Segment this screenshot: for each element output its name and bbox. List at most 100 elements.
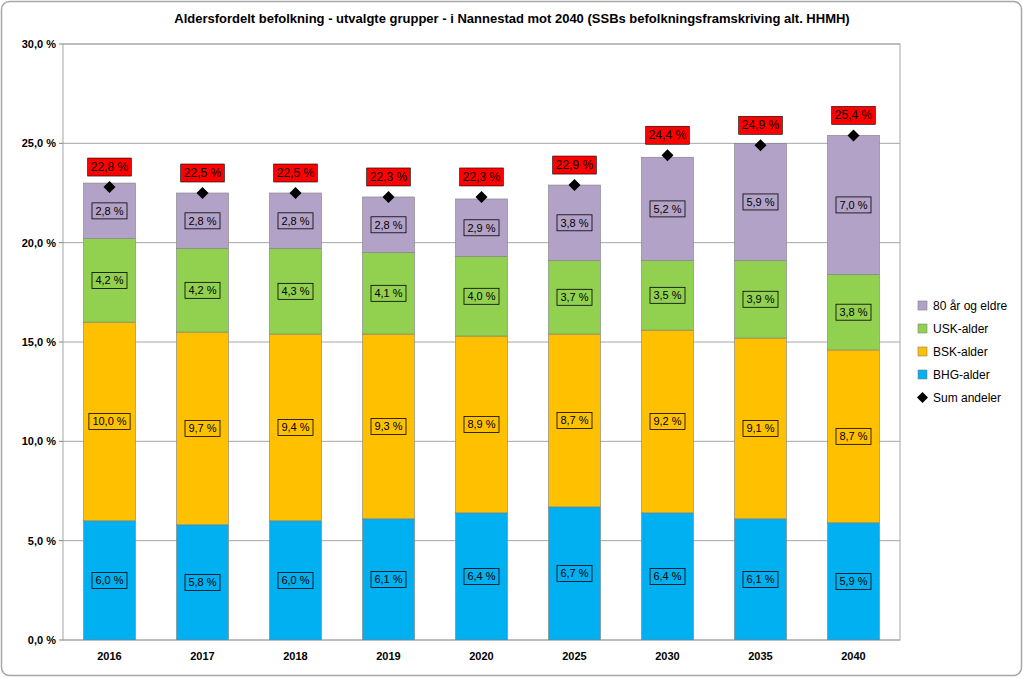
bar xyxy=(363,519,415,640)
data-label-box xyxy=(89,413,130,429)
y-tick-label: 30,0 % xyxy=(22,38,56,50)
data-label-box xyxy=(743,291,778,307)
data-label: 10,0 % xyxy=(92,415,126,427)
data-label-box xyxy=(371,418,406,434)
legend-label: Sum andeler xyxy=(933,391,1001,405)
legend-swatch xyxy=(918,370,927,379)
sum-label-box xyxy=(274,164,318,182)
data-label-box xyxy=(836,428,871,444)
data-label-box xyxy=(371,217,406,233)
sum-label-box xyxy=(739,116,783,134)
data-label: 4,2 % xyxy=(95,274,123,286)
bar xyxy=(84,521,136,640)
data-label-box xyxy=(92,272,127,288)
sum-label: 24,4 % xyxy=(649,128,687,142)
data-label-box xyxy=(650,413,685,429)
data-label-box xyxy=(92,572,127,588)
sum-label: 25,4 % xyxy=(835,108,873,122)
data-label: 6,7 % xyxy=(560,567,588,579)
data-label: 6,0 % xyxy=(95,574,123,586)
data-label-box xyxy=(278,283,313,299)
data-label-box xyxy=(278,213,313,229)
data-label: 8,9 % xyxy=(467,418,495,430)
plot-area xyxy=(63,44,900,640)
legend-label: BHG-alder xyxy=(933,368,990,382)
bar xyxy=(735,338,787,519)
legend-swatch xyxy=(918,324,927,333)
data-label-box xyxy=(650,568,685,584)
legend: 80 år og eldreUSK-alderBSK-alderBHG-alde… xyxy=(917,299,1007,405)
marks xyxy=(84,129,880,640)
data-label-box xyxy=(557,412,592,428)
labels: 6,0 %10,0 %4,2 %2,8 %5,8 %9,7 %4,2 %2,8 … xyxy=(88,106,876,590)
data-label-box xyxy=(557,289,592,305)
data-label: 6,4 % xyxy=(467,570,495,582)
data-label: 2,8 % xyxy=(95,205,123,217)
bar xyxy=(177,332,229,525)
sum-label-box xyxy=(553,156,597,174)
x-tick-label: 2016 xyxy=(97,650,121,662)
bar xyxy=(456,257,508,336)
data-label-box xyxy=(650,201,685,217)
data-label: 6,0 % xyxy=(281,574,309,586)
bar xyxy=(177,249,229,332)
grid-line xyxy=(63,44,900,45)
bar xyxy=(549,185,601,260)
tick-mark xyxy=(59,540,63,541)
bar xyxy=(735,519,787,640)
bar xyxy=(456,336,508,513)
bar xyxy=(84,322,136,521)
y-tick-label: 10,0 % xyxy=(22,435,56,447)
bar xyxy=(735,143,787,260)
bar xyxy=(363,334,415,519)
marker xyxy=(104,181,116,193)
data-label: 9,2 % xyxy=(653,415,681,427)
data-label: 2,8 % xyxy=(281,215,309,227)
bar xyxy=(642,261,694,331)
data-label-box xyxy=(464,220,499,236)
tick-mark xyxy=(59,342,63,343)
data-label: 2,9 % xyxy=(467,222,495,234)
bar xyxy=(549,261,601,335)
bar xyxy=(642,513,694,640)
data-label-box xyxy=(371,571,406,587)
bar xyxy=(456,513,508,640)
data-label: 3,5 % xyxy=(653,289,681,301)
marker xyxy=(197,187,209,199)
data-label: 7,0 % xyxy=(839,199,867,211)
data-label-box xyxy=(92,203,127,219)
data-label-box xyxy=(371,285,406,301)
data-label: 3,8 % xyxy=(560,217,588,229)
marker xyxy=(755,139,767,151)
data-label: 9,3 % xyxy=(374,420,402,432)
legend-swatch xyxy=(918,301,927,310)
data-label: 4,3 % xyxy=(281,285,309,297)
legend-label: 80 år og eldre xyxy=(933,299,1007,313)
x-tick-label: 2040 xyxy=(841,650,865,662)
data-label: 6,1 % xyxy=(746,573,774,585)
data-label-box xyxy=(464,416,499,432)
data-label: 5,2 % xyxy=(653,203,681,215)
data-label-box xyxy=(836,304,871,320)
x-tick-label: 2030 xyxy=(655,650,679,662)
title: Aldersfordelt befolkning - utvalgte grup… xyxy=(174,11,849,26)
sum-label-box xyxy=(646,126,690,144)
legend-label: USK-alder xyxy=(933,322,988,336)
data-label-box xyxy=(557,215,592,231)
data-label-box xyxy=(185,282,220,298)
bar xyxy=(270,521,322,640)
y-tick-label: 0,0 % xyxy=(28,634,56,646)
data-label-box xyxy=(278,572,313,588)
bar xyxy=(549,334,601,507)
data-label: 8,7 % xyxy=(560,414,588,426)
data-label: 8,7 % xyxy=(839,430,867,442)
data-label-box xyxy=(464,568,499,584)
data-label-box xyxy=(743,571,778,587)
bar xyxy=(177,193,229,249)
y-tick-label: 20,0 % xyxy=(22,237,56,249)
bar xyxy=(456,199,508,257)
data-label: 3,8 % xyxy=(839,306,867,318)
bar xyxy=(828,135,880,274)
x-tick-label: 2025 xyxy=(562,650,586,662)
marker xyxy=(290,187,302,199)
